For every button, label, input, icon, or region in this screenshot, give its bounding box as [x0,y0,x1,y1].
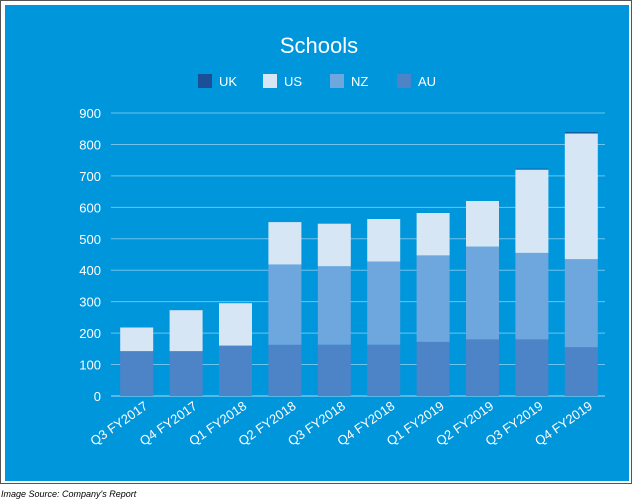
bar-us [219,303,252,346]
legend-swatch-au [397,74,411,88]
y-tick-label: 500 [79,232,101,247]
bar-au [268,344,302,396]
chart-panel: Schools UK US NZ AU 0 100 200 300 400 500 600 700 800… [5,5,629,481]
chart-frame: Schools UK US NZ AU 0 100 200 300 400 500 600 700 800… [0,0,632,484]
bar-au [367,344,401,396]
y-tick-label: 300 [79,295,101,310]
chart-title: Schools [280,33,358,58]
bar-nz [564,259,598,348]
legend-label-uk: UK [219,74,237,89]
bar-nz [515,252,549,340]
bar-au [416,341,450,396]
bar-us [466,201,499,247]
bar-us [268,222,302,265]
bar-us [564,133,598,260]
bar-us [515,169,549,253]
bar-us [317,223,351,267]
bar-au [466,339,499,396]
bar-nz [416,255,450,342]
bar-us [120,327,154,352]
y-tick-label: 700 [79,169,101,184]
bar-us [367,219,401,262]
legend-label-au: AU [418,74,436,89]
image-source-note: Image Source: Company's Report [1,489,137,499]
bar-au [564,347,598,396]
legend-swatch-nz [330,74,344,88]
y-tick-label: 400 [79,263,101,278]
y-tick-label: 200 [79,326,101,341]
bar-au [120,351,154,396]
legend-label-nz: NZ [351,74,368,89]
bar-us [416,213,450,256]
bar-au [219,345,252,396]
bar-au [317,344,351,396]
y-tick-label: 800 [79,137,101,152]
bar-au [169,351,203,396]
y-tick-label: 100 [79,358,101,373]
chart-svg: Schools UK US NZ AU 0 100 200 300 400 500 600 700 800… [79,33,605,449]
legend-label-us: US [284,74,302,89]
legend-swatch-us [263,74,277,88]
bar-us [169,310,203,352]
bar-nz [367,261,401,345]
bar-uk [515,168,549,170]
bar-nz [268,264,302,345]
bar-uk [564,132,598,134]
bar-nz [466,246,499,340]
bar-au [515,339,549,396]
y-tick-label: 0 [94,389,101,404]
legend-swatch-uk [198,74,212,88]
y-tick-label: 900 [79,106,101,121]
y-tick-label: 600 [79,200,101,215]
bar-nz [317,266,351,345]
